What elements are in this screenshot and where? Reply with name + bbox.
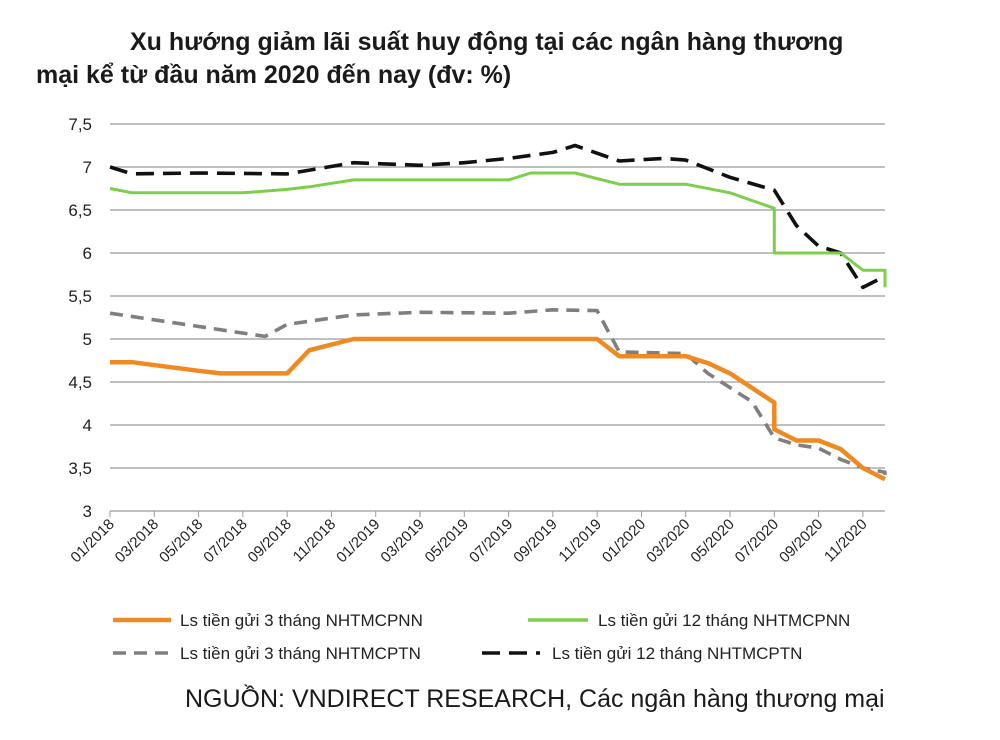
legend-label: Ls tiền gửi 12 tháng NHTMCPTN [552, 644, 802, 663]
x-tick-label: 03/2020 [643, 516, 693, 566]
y-tick-label: 5,5 [68, 287, 92, 306]
x-tick-label: 07/2020 [732, 516, 782, 566]
y-tick-label: 4 [83, 416, 92, 435]
legend-label: Ls tiền gửi 12 tháng NHTMCPNN [598, 611, 850, 630]
x-tick-label: 05/2020 [687, 516, 737, 566]
y-axis-ticks: 3 3,5 4 4,5 5 5,5 6 6,5 7 7,5 [68, 115, 92, 521]
series-line-3 [109, 308, 887, 475]
y-tick-label: 7 [83, 158, 92, 177]
x-tick-label: 09/2018 [245, 516, 295, 566]
legend-label: Ls tiền gửi 3 tháng NHTMCPTN [180, 644, 421, 663]
x-tick-label: 05/2019 [422, 516, 472, 566]
x-tick-label: 11/2018 [290, 516, 340, 566]
y-tick-label: 6,5 [68, 201, 92, 220]
x-tick-label: 11/2020 [821, 516, 871, 566]
chart-title: Xu hướng giảm lãi suất huy động tại các … [20, 26, 960, 92]
line-chart: 33,544,555,566,577,5 01/201803/201805/20… [67, 115, 887, 663]
x-tick-label: 07/2019 [466, 516, 516, 566]
chart-legend: Ls tiền gửi 3 tháng NHTMCPNN Ls tiền gửi … [113, 611, 850, 663]
x-tick-label: 01/2018 [67, 516, 117, 566]
x-axis-ticks: 01/201803/201805/201807/201809/201811/20… [67, 511, 871, 566]
series-lines [109, 143, 887, 482]
x-tick-label: 09/2020 [776, 516, 826, 566]
x-tick-label: 11/2019 [555, 516, 605, 566]
y-tick-label: 6 [83, 244, 92, 263]
series-line-2 [109, 171, 887, 288]
x-tick-label: 01/2020 [599, 516, 649, 566]
x-tick-label: 03/2019 [377, 516, 427, 566]
chart-title-line-2: mại kể từ đầu năm 2020 đến nay (đv: %) [36, 61, 512, 89]
chart-title-line-1: Xu hướng giảm lãi suất huy động tại các … [130, 28, 844, 56]
x-tick-label: 01/2019 [333, 516, 383, 566]
source-note: NGUỒN: VNDIRECT RESEARCH, Các ngân hàng … [185, 685, 885, 713]
x-tick-label: 09/2019 [510, 516, 560, 566]
legend-label: Ls tiền gửi 3 tháng NHTMCPNN [180, 611, 423, 630]
y-tick-label: 7,5 [68, 115, 92, 134]
series-line-4 [109, 143, 886, 290]
y-tick-label: 3,5 [68, 459, 92, 478]
x-tick-label: 05/2018 [156, 516, 206, 566]
y-tick-label: 5 [83, 330, 92, 349]
x-tick-label: 03/2018 [112, 516, 162, 566]
series-line-1 [110, 336, 887, 482]
chart-gridlines [110, 123, 885, 512]
y-tick-label: 4,5 [68, 373, 92, 392]
y-tick-label: 3 [83, 502, 92, 521]
x-tick-label: 07/2018 [200, 516, 250, 566]
